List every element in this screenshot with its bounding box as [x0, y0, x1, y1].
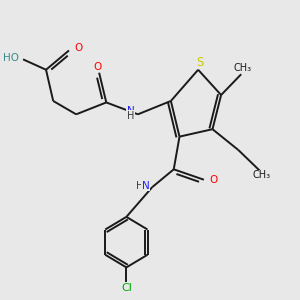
Text: Cl: Cl	[121, 283, 132, 293]
Text: HO: HO	[3, 53, 19, 63]
Text: H: H	[127, 111, 134, 121]
Text: O: O	[74, 43, 82, 53]
Text: O: O	[94, 62, 102, 72]
Text: H: H	[136, 181, 144, 191]
Text: N: N	[142, 181, 149, 191]
Text: S: S	[196, 56, 203, 69]
Text: CH₃: CH₃	[252, 170, 270, 180]
Text: CH₃: CH₃	[233, 63, 251, 73]
Text: O: O	[209, 175, 217, 185]
Text: N: N	[127, 106, 134, 116]
